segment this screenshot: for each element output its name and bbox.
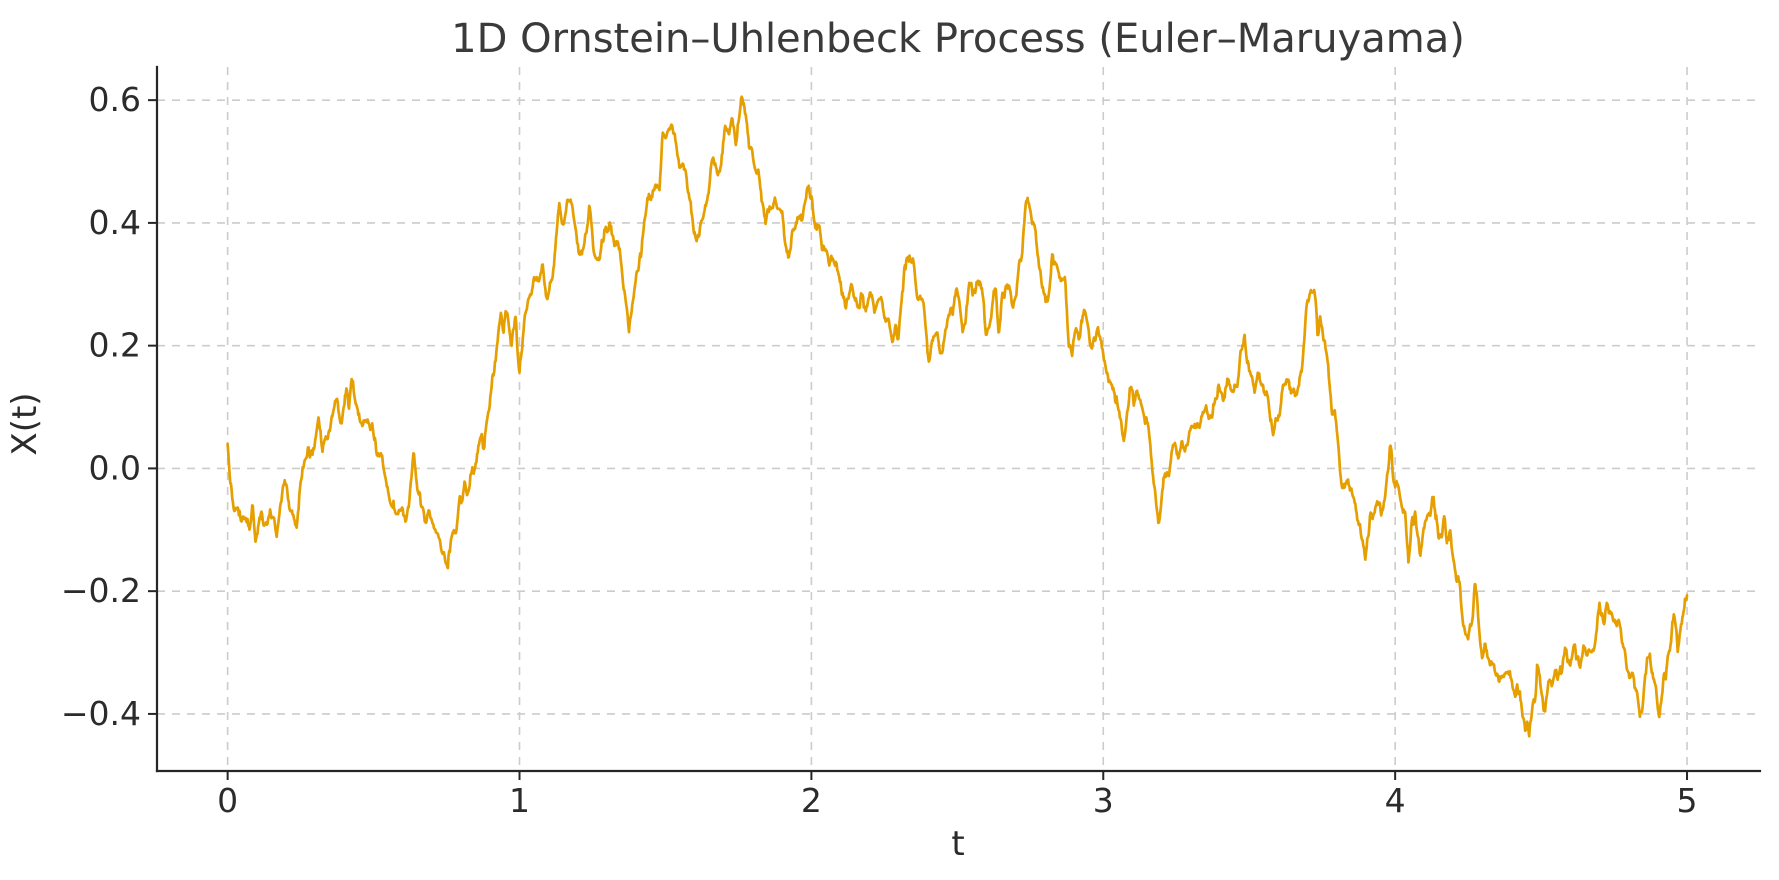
x-tick-label: 5: [1677, 781, 1698, 820]
ou-process-line: [226, 95, 1689, 738]
x-tick-label: 3: [1093, 781, 1114, 820]
y-axis-label: X(t): [5, 392, 45, 455]
x-tick-label: 2: [801, 781, 822, 820]
y-tick-label: 0.0: [89, 448, 141, 487]
x-tick-label: 4: [1385, 781, 1406, 820]
y-tick-label: 0.4: [89, 203, 141, 242]
y-tick-label: 0.2: [89, 326, 141, 365]
grid-lines: [157, 67, 1760, 771]
x-axis-label: t: [951, 824, 964, 864]
chart-title: 1D Ornstein–Uhlenbeck Process (Euler–Mar…: [451, 16, 1465, 62]
y-tick-label: 0.6: [89, 80, 141, 119]
x-tick-label: 1: [509, 781, 530, 820]
axis-ticks: [148, 99, 1689, 780]
y-tick-label: −0.4: [61, 694, 141, 733]
axis-spines: [155, 65, 1762, 773]
tick-labels: 0 1 2 3 4 5 −0.4 −0.2 0.0 0.2 0.4 0.6: [61, 80, 1698, 820]
x-tick-label: 0: [217, 781, 238, 820]
y-tick-label: −0.2: [61, 571, 141, 610]
